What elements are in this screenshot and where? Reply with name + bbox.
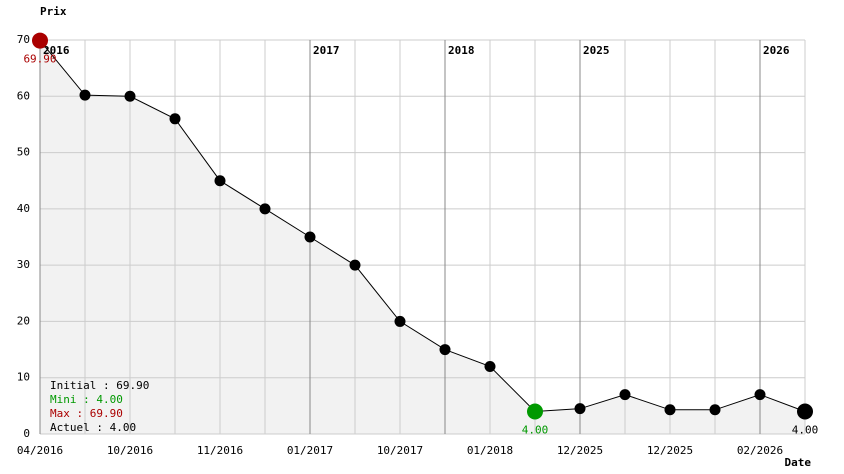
value-label: 69.90 — [23, 53, 56, 66]
legend-entry: Initial : 69.90 — [50, 379, 149, 392]
value-label: 4.00 — [522, 423, 549, 436]
value-label: 4.00 — [792, 423, 819, 436]
legend-entry: Mini : 4.00 — [50, 393, 123, 406]
x-tick-label: 10/2017 — [377, 444, 423, 457]
year-label: 2025 — [583, 44, 610, 57]
point — [484, 360, 496, 372]
y-tick-label: 50 — [17, 146, 30, 159]
year-label: 2026 — [763, 44, 790, 57]
point — [709, 404, 721, 416]
point — [394, 315, 406, 327]
point — [214, 175, 226, 187]
x-tick-label: 12/2025 — [647, 444, 693, 457]
x-tick-label: 12/2025 — [557, 444, 603, 457]
area — [40, 40, 805, 434]
x-tick-label: 10/2016 — [107, 444, 153, 457]
legend-entry: Max : 69.90 — [50, 407, 123, 420]
x-tick-label: 11/2016 — [197, 444, 243, 457]
y-tick-label: 30 — [17, 258, 30, 271]
x-tick-label: 01/2017 — [287, 444, 333, 457]
point — [574, 403, 586, 415]
point — [797, 403, 813, 420]
point — [527, 403, 543, 420]
point — [754, 389, 766, 401]
y-tick-label: 60 — [17, 89, 30, 102]
y-axis-title: Prix — [40, 5, 67, 18]
line — [39, 40, 806, 412]
x-tick-label: 02/2026 — [737, 444, 783, 457]
point — [124, 90, 136, 102]
y-tick-label: 20 — [17, 314, 30, 327]
legend-entry: Actuel : 4.00 — [50, 421, 136, 434]
y-tick-label: 40 — [17, 202, 30, 215]
point — [259, 203, 271, 215]
point — [304, 231, 316, 243]
point — [349, 259, 361, 271]
x-tick-label: 01/2018 — [467, 444, 513, 457]
x-axis-title: Date — [785, 456, 812, 469]
point — [664, 404, 676, 416]
x-tick-label: 04/2016 — [17, 444, 63, 457]
year-label: 2016 — [43, 44, 70, 57]
point — [79, 89, 91, 101]
year-label: 2018 — [448, 44, 475, 57]
y-tick-label: 70 — [17, 33, 30, 46]
point — [32, 32, 48, 49]
point — [619, 389, 631, 401]
year-label: 2017 — [313, 44, 340, 57]
y-tick-label: 0 — [23, 427, 30, 440]
point — [169, 113, 181, 125]
point — [439, 344, 451, 356]
y-tick-label: 10 — [17, 371, 30, 384]
